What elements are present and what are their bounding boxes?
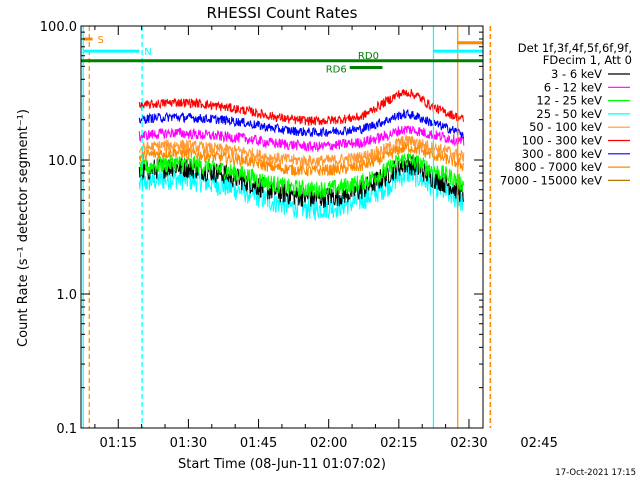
y-tick-label: 0.1: [56, 422, 77, 437]
legend-header-line-1: Det 1f,3f,4f,5f,6f,9f,: [518, 41, 632, 55]
x-tick-label: 01:15: [100, 436, 137, 451]
attenuator-state-label: N: [144, 47, 151, 58]
y-tick-label: 10.0: [48, 154, 77, 169]
series-line-100-300-kev: [138, 88, 465, 127]
series-line-3-6-kev: [138, 154, 465, 208]
series-line-800-7000-kev: [138, 142, 465, 178]
x-tick-label: 01:30: [170, 436, 207, 451]
series-line-50-100-kev: [138, 135, 465, 168]
y-tick-label: 100.0: [40, 20, 77, 35]
x-axis-label: Start Time (08-Jun-11 01:07:02): [178, 457, 386, 472]
decimation-state-label: RD0: [358, 51, 379, 62]
series-line-12-25-kev: [138, 152, 465, 199]
legend-header-line-2: FDecim 1, Att 0: [543, 53, 632, 67]
legend: Det 1f,3f,4f,5f,6f,9f, FDecim 1, Att 0 3…: [500, 41, 632, 187]
series-layer: [138, 88, 465, 222]
series-line-6-12-kev: [138, 125, 465, 153]
x-axis: 01:15 01:30 01:45 02:00 02:15 02:30 02:45: [94, 26, 558, 451]
annotation-layer: S N RD0 RD6: [81, 26, 492, 428]
legend-label-25-50-kev: 25 - 50 keV: [536, 107, 602, 121]
plot-frame: [80, 25, 484, 429]
attenuator-state-label: S: [98, 35, 104, 46]
legend-label-3-6-kev: 3 - 6 keV: [551, 67, 602, 81]
legend-label-6-12-kev: 6 - 12 keV: [544, 80, 602, 94]
legend-label-12-25-kev: 12 - 25 keV: [536, 94, 602, 108]
x-tick-label: 02:00: [310, 436, 347, 451]
x-tick-label: 02:45: [520, 436, 557, 451]
plot-area: S N RD0 RD6: [80, 25, 492, 429]
y-axis-label: Count Rate (s⁻¹ detector segment⁻¹): [16, 109, 31, 347]
legend-label-50-100-kev: 50 - 100 keV: [529, 120, 602, 134]
decimation-state-label: RD6: [326, 65, 347, 76]
legend-label-300-800-kev: 300 - 800 keV: [522, 147, 602, 161]
x-tick-label: 02:30: [450, 436, 487, 451]
y-tick-label: 1.0: [56, 288, 77, 303]
x-tick-label: 02:15: [380, 436, 417, 451]
y-axis: 0.1 1.0 10.0 100.0: [40, 20, 483, 437]
legend-label-800-7000-kev: 800 - 7000 keV: [514, 160, 602, 174]
footer-timestamp: 17-Oct-2021 17:15: [555, 468, 636, 478]
legend-label-7000-15000-kev: 7000 - 15000 keV: [500, 173, 602, 187]
chart-title: RHESSI Count Rates: [207, 4, 358, 22]
series-line-300-800-kev: [138, 108, 465, 139]
legend-label-100-300-kev: 100 - 300 keV: [522, 134, 602, 148]
x-tick-label: 01:45: [240, 436, 277, 451]
